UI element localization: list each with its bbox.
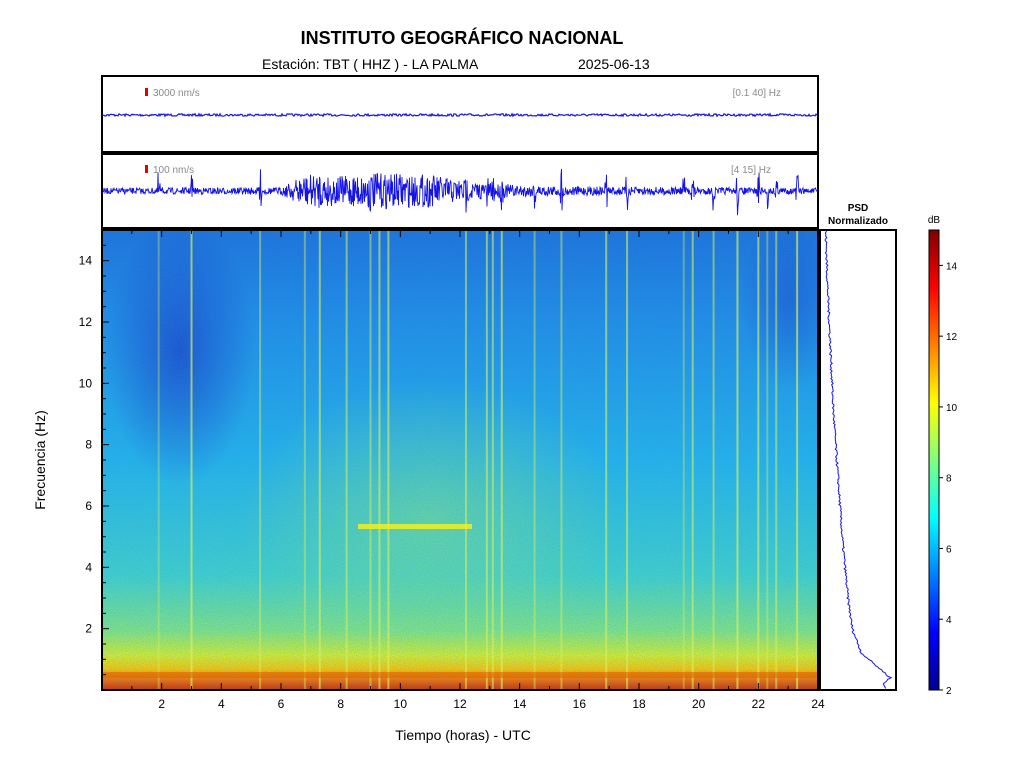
event-streak xyxy=(757,230,760,690)
event-streak xyxy=(605,230,608,690)
x-tick-label: 24 xyxy=(811,697,825,711)
event-streak xyxy=(259,230,262,690)
event-streak xyxy=(491,230,494,690)
microseism-band xyxy=(102,672,818,678)
tremor-band xyxy=(358,524,472,529)
event-streak xyxy=(533,230,536,690)
colorbar-tick-label: 6 xyxy=(946,544,952,555)
event-streak xyxy=(464,230,467,690)
event-streak xyxy=(775,230,778,690)
x-tick-label: 6 xyxy=(278,697,285,711)
page-title: INSTITUTO GEOGRÁFICO NACIONAL xyxy=(300,28,624,48)
event-streak xyxy=(378,230,381,690)
spectrogram-grain xyxy=(102,230,818,690)
y-tick-label: 12 xyxy=(79,315,93,329)
colorbar-tick-label: 14 xyxy=(946,261,958,272)
y-tick-label: 10 xyxy=(79,376,93,390)
scale-bar-filtered xyxy=(145,165,148,173)
event-streak xyxy=(560,230,563,690)
colorbar-tick-label: 4 xyxy=(946,615,952,626)
event-streak xyxy=(691,230,694,690)
event-streak xyxy=(766,230,769,690)
colorbar-tick-label: 10 xyxy=(946,403,958,414)
filter-label-filtered: [4 15] Hz xyxy=(731,165,771,176)
colorbar: dB 2 4 6 8 10 12 14 xyxy=(928,215,958,697)
y-tick-label: 4 xyxy=(85,560,92,574)
x-tick-label: 18 xyxy=(632,697,646,711)
scale-label-filtered: 100 nm/s xyxy=(153,165,194,176)
event-streak xyxy=(796,230,799,690)
station-label: Estación: TBT ( HHZ ) - LA PALMA xyxy=(262,56,479,72)
colorbar-tick-label: 8 xyxy=(946,474,952,485)
x-tick-label: 10 xyxy=(394,697,408,711)
x-tick-label: 16 xyxy=(573,697,587,711)
colorbar-gradient xyxy=(928,229,940,691)
colorbar-tick-label: 2 xyxy=(946,686,952,697)
event-streak xyxy=(157,230,160,690)
psd-title-line1: PSD xyxy=(848,203,869,214)
x-tick-label: 14 xyxy=(513,697,527,711)
event-streak xyxy=(500,230,503,690)
x-axis-label: Tiempo (horas) - UTC xyxy=(395,727,531,743)
y-tick-label: 2 xyxy=(85,622,92,636)
scale-label-broadband: 3000 nm/s xyxy=(153,88,200,99)
filter-label-broadband: [0.1 40] Hz xyxy=(733,88,781,99)
seismogram-filtered-trace xyxy=(102,168,818,216)
y-tick-label: 6 xyxy=(85,499,92,513)
psd-title-line2: Normalizado xyxy=(828,216,888,227)
x-tick-label: 12 xyxy=(453,697,467,711)
psd-panel: PSD Normalizado xyxy=(819,203,897,691)
event-streak xyxy=(485,230,488,690)
event-streak xyxy=(387,230,390,690)
seismogram-filtered-panel: 100 nm/s [4 15] Hz xyxy=(101,153,819,229)
x-tick-label: 8 xyxy=(337,697,344,711)
event-streak xyxy=(190,230,193,690)
x-tick-label: 22 xyxy=(752,697,766,711)
event-streak xyxy=(712,230,715,690)
date-label: 2025-06-13 xyxy=(578,56,650,72)
scale-bar-broadband xyxy=(145,88,148,96)
event-streak xyxy=(626,230,629,690)
y-axis-label: Frecuencia (Hz) xyxy=(32,410,48,510)
colorbar-label: dB xyxy=(928,215,941,226)
colorbar-tick-label: 12 xyxy=(946,332,958,343)
y-tick-label: 14 xyxy=(79,254,93,268)
event-streak xyxy=(303,230,306,690)
seismogram-broadband-panel: 3000 nm/s [0.1 40] Hz xyxy=(101,75,819,153)
event-streak xyxy=(345,230,348,690)
psd-curve xyxy=(824,229,893,689)
x-tick-label: 20 xyxy=(692,697,706,711)
event-streak xyxy=(369,230,372,690)
x-tick-label: 4 xyxy=(218,697,225,711)
x-tick-label: 2 xyxy=(158,697,165,711)
event-streak xyxy=(318,230,321,690)
event-streak xyxy=(682,230,685,690)
y-tick-label: 8 xyxy=(85,438,92,452)
event-streak xyxy=(736,230,739,690)
seismogram-broadband-trace xyxy=(102,112,818,118)
